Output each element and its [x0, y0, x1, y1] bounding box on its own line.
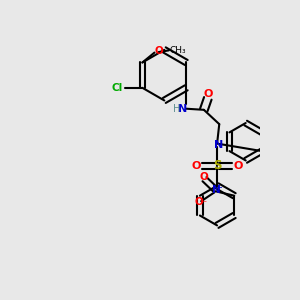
Text: N: N: [212, 185, 220, 195]
Text: O: O: [191, 161, 200, 171]
Text: N: N: [178, 104, 188, 114]
Text: ⁻: ⁻: [201, 200, 206, 209]
Text: O: O: [234, 161, 243, 171]
Text: +: +: [216, 183, 223, 192]
Text: S: S: [213, 160, 221, 172]
Text: O: O: [204, 89, 213, 99]
Text: CH₃: CH₃: [169, 46, 186, 55]
Text: Cl: Cl: [111, 83, 123, 93]
Text: N: N: [214, 140, 223, 150]
Text: O: O: [199, 172, 208, 182]
Text: O: O: [195, 197, 203, 207]
Text: O: O: [155, 46, 164, 56]
Text: H: H: [172, 104, 180, 114]
